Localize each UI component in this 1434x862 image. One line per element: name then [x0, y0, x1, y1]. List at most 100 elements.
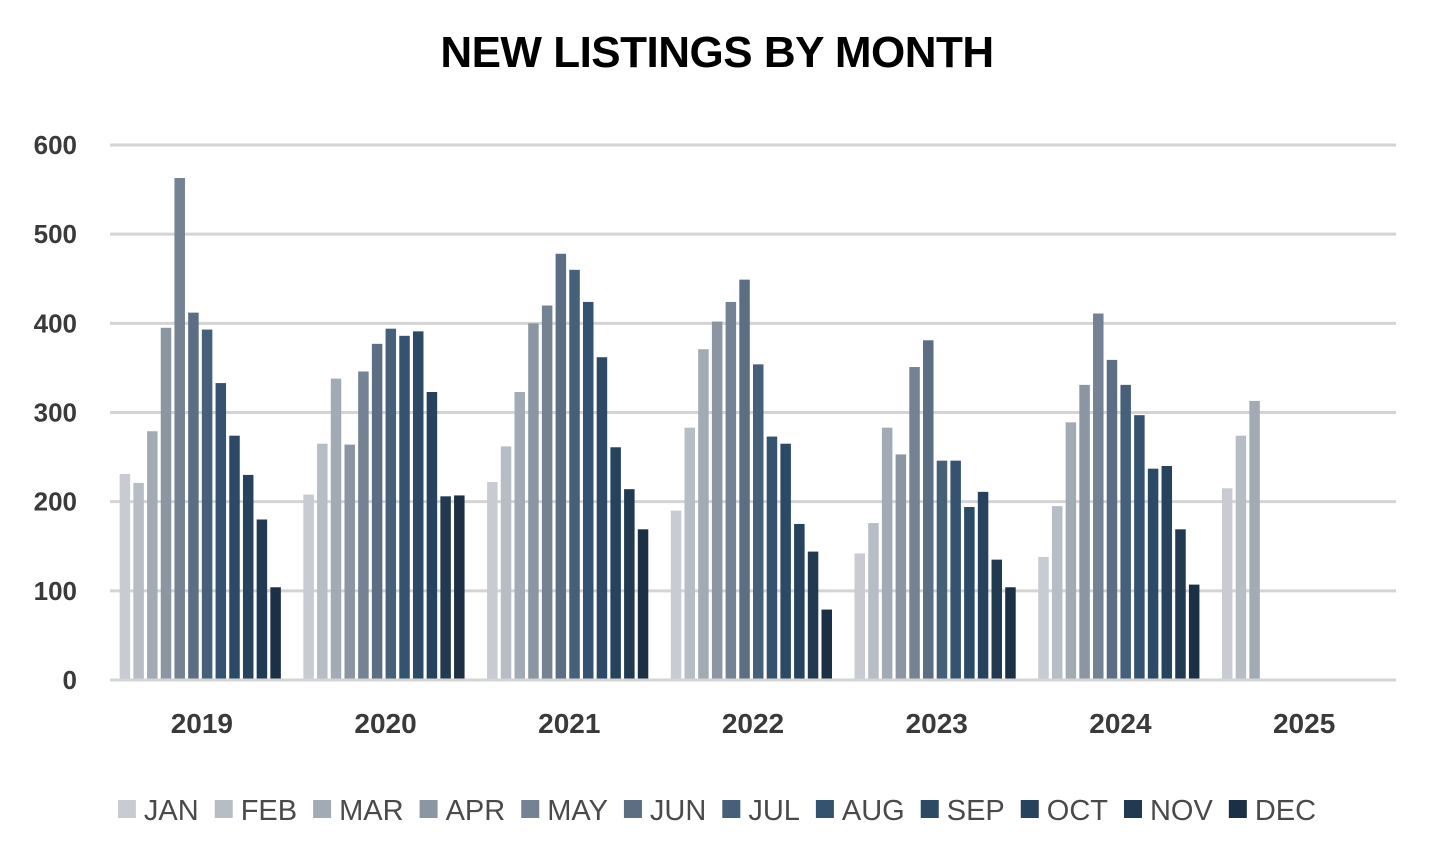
legend-swatch-apr [419, 800, 438, 818]
bar-2019-feb [133, 482, 144, 680]
bar-2022-may [725, 301, 737, 680]
bars [110, 177, 1396, 682]
bar-2024-feb [1051, 506, 1063, 681]
bar-2020-dec [454, 495, 465, 680]
bar-2025-jan [1221, 488, 1233, 680]
bar-2021-may [541, 305, 553, 680]
bar-2021-mar [514, 391, 525, 680]
bar-2019-mar [147, 431, 158, 680]
bar-2019-may [174, 177, 185, 681]
legend-swatch-nov [1123, 800, 1142, 818]
legend-swatch-mar [313, 800, 332, 818]
bar-2020-jul [385, 328, 397, 680]
bar-2022-feb [684, 427, 695, 680]
legend-swatch-may [521, 800, 540, 818]
x-tick-label: 2025 [1273, 708, 1335, 739]
y-tick-label: 0 [63, 665, 77, 695]
bar-2020-may [358, 371, 369, 680]
bar-2023-sep [964, 507, 975, 680]
bar-2024-mar [1065, 422, 1077, 680]
bar-2024-apr [1079, 384, 1090, 680]
legend-swatch-dec [1228, 800, 1247, 818]
bar-2023-mar [881, 427, 893, 680]
bar-2023-may [909, 367, 920, 680]
legend-label-may: MAY [547, 795, 608, 827]
y-tick-label: 300 [34, 398, 77, 428]
bar-2023-feb [868, 523, 879, 680]
bar-2022-mar [698, 349, 709, 680]
bar-2021-jun [555, 253, 567, 680]
bar-2020-jan [303, 494, 314, 680]
bar-2024-jan [1038, 556, 1049, 680]
bar-2023-oct [977, 491, 989, 680]
bar-2019-aug [215, 383, 227, 680]
bar-2020-apr [344, 444, 355, 680]
bar-2022-jan [670, 510, 682, 680]
bar-2022-jun [739, 279, 750, 680]
bar-2019-dec [270, 587, 281, 680]
bar-2025-mar [1249, 400, 1260, 680]
bar-2022-sep [780, 443, 791, 680]
bar-2020-aug [399, 335, 410, 680]
bar-2021-oct [610, 447, 621, 680]
bar-2019-nov [256, 519, 268, 680]
bar-2024-nov [1175, 529, 1186, 680]
bar-2020-jun [371, 343, 383, 680]
legend: JAN FEB MAR APR MAY JUN JUL AUG SEP OCT NOV DEC [117, 795, 1316, 827]
legend-label-oct: OCT [1047, 795, 1109, 827]
legend-label-jan: JAN [144, 795, 199, 827]
bar-2019-jul [201, 329, 213, 680]
bar-2023-jan [854, 553, 866, 680]
x-tick-label: 2023 [906, 708, 968, 739]
bar-2020-nov [440, 496, 451, 680]
legend-label-feb: FEB [241, 795, 297, 827]
bar-2020-oct [426, 391, 438, 680]
bar-2025-feb [1235, 435, 1247, 680]
y-tick-label: 400 [34, 308, 77, 338]
bar-2019-jun [188, 312, 199, 680]
bar-2021-apr [528, 323, 539, 680]
bar-2024-sep [1147, 468, 1159, 680]
legend-label-apr: APR [446, 795, 506, 827]
y-tick-label: 100 [34, 576, 77, 606]
bar-2023-apr [895, 454, 907, 680]
legend-swatch-feb [214, 800, 233, 818]
bar-2023-dec [1005, 587, 1016, 680]
bar-2021-dec [637, 529, 649, 680]
legend-label-aug: AUG [842, 795, 905, 827]
x-axis-ticks: 2019 2020 2021 2022 2023 2024 2025 [171, 708, 1336, 739]
legend-label-jul: JUL [748, 795, 800, 827]
x-tick-label: 2019 [171, 708, 233, 739]
bar-2022-nov [807, 551, 819, 680]
bar-2023-aug [950, 460, 961, 680]
legend-label-mar: MAR [339, 795, 403, 827]
x-tick-label: 2022 [722, 708, 784, 739]
bar-2019-oct [242, 474, 254, 680]
x-tick-label: 2020 [354, 708, 416, 739]
bar-2021-jan [487, 482, 498, 680]
legend-swatch-sep [920, 800, 939, 818]
legend-label-jun: JUN [650, 795, 706, 827]
bar-2024-oct [1161, 466, 1173, 680]
legend-swatch-jul [722, 800, 741, 818]
bar-2020-feb [317, 443, 328, 680]
bar-2023-nov [991, 559, 1003, 681]
y-tick-label: 500 [34, 219, 77, 249]
legend-label-nov: NOV [1150, 795, 1214, 827]
bar-2021-sep [596, 357, 608, 680]
legend-swatch-jun [623, 800, 642, 818]
legend-label-sep: SEP [947, 795, 1005, 827]
bar-2024-aug [1134, 415, 1145, 680]
legend-swatch-oct [1020, 800, 1039, 818]
legend-swatch-jan [117, 800, 136, 818]
bar-2021-aug [582, 301, 594, 680]
x-tick-label: 2024 [1089, 708, 1152, 739]
legend-swatch-aug [815, 800, 834, 818]
x-tick-label: 2021 [538, 708, 600, 739]
y-axis-ticks: 0 100 200 300 400 500 600 [34, 130, 77, 695]
bar-2019-sep [229, 435, 240, 680]
bar-2022-aug [766, 436, 778, 680]
bar-2019-jan [119, 474, 131, 680]
bar-2020-mar [330, 378, 342, 680]
